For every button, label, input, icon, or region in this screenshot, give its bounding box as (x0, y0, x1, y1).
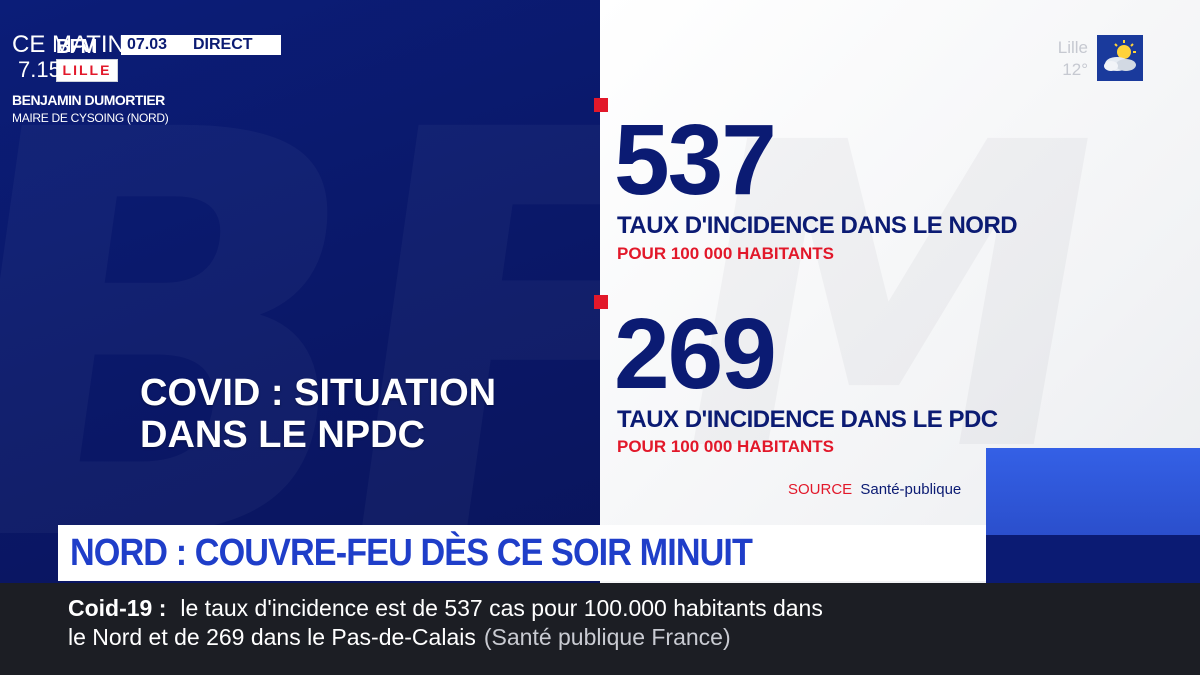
logo-brand: BFM (56, 36, 118, 58)
stat-marker-1 (594, 98, 608, 112)
guest-show-label: CE MATIN (12, 31, 125, 58)
guest-box (986, 448, 1200, 583)
ticker-source: (Santé publique France) (483, 624, 731, 650)
clock-box: 07.03 DIRECT (121, 35, 281, 55)
guest-box-top (986, 448, 1200, 535)
headline-text: NORD : COUVRE-FEU DÈS CE SOIR MINUIT (70, 532, 753, 574)
ticker-text-1: le taux d'incidence est de 537 cas pour … (180, 595, 823, 621)
live-label: DIRECT (193, 36, 253, 53)
page-title: COVID : SITUATION DANS LE NPDC (140, 372, 580, 456)
logo-city: LILLE (56, 59, 118, 82)
guest-name: BENJAMIN DUMORTIER (12, 92, 165, 108)
ticker-text-2: le Nord et de 269 dans le Pas-de-Calais (68, 624, 476, 650)
ticker-label: Coid-19 : (68, 595, 167, 621)
ticker-line-2: le Nord et de 269 dans le Pas-de-Calais (… (68, 623, 731, 651)
stat-sub-2: POUR 100 000 HABITANTS (617, 437, 834, 456)
clock-time: 07.03 (127, 36, 168, 53)
title-line-2: DANS LE NPDC (140, 414, 426, 456)
title-line-1: COVID : SITUATION (140, 372, 497, 414)
news-ticker: Coid-19 : le taux d'incidence est de 537 … (0, 583, 1200, 675)
stat-sub-1: POUR 100 000 HABITANTS (617, 244, 834, 263)
source-line: SOURCE Santé-publique (788, 481, 961, 498)
stat-label-2: TAUX D'INCIDENCE DANS LE PDC (617, 406, 998, 433)
weather-temp: 12° (1062, 60, 1088, 79)
guest-role: MAIRE DE CYSOING (NORD) (12, 111, 169, 125)
stat-value-1: 537 (614, 104, 777, 216)
ticker-line-1: Coid-19 : le taux d'incidence est de 537 … (68, 594, 823, 622)
headline-bar: NORD : COUVRE-FEU DÈS CE SOIR MINUIT (58, 525, 986, 581)
guest-box-bottom (986, 535, 1200, 583)
sun-cloud-icon (1097, 35, 1143, 81)
weather-city: Lille (1057, 38, 1088, 57)
source-label: SOURCE (788, 481, 853, 498)
stat-value-2: 269 (614, 298, 777, 410)
source-value: Santé-publique (860, 481, 962, 498)
stat-marker-2 (594, 295, 608, 309)
stat-label-1: TAUX D'INCIDENCE DANS LE NORD (617, 212, 1018, 239)
guest-time: 7.15 (18, 57, 61, 82)
